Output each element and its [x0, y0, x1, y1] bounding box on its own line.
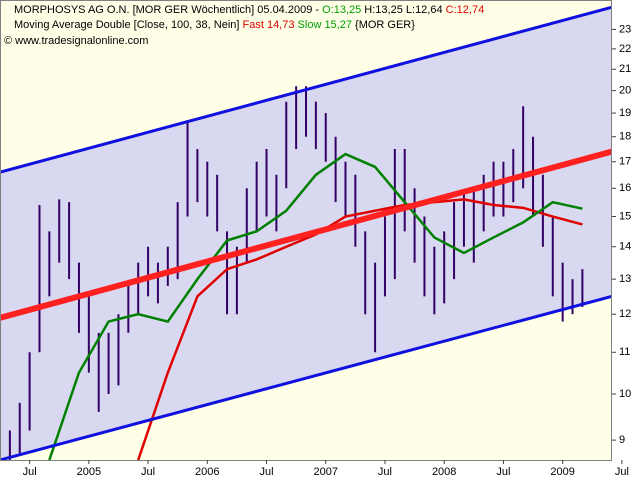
header-line-2: Moving Average Double [Close, 100, 38, N…: [14, 19, 415, 31]
x-tick-label: Jul: [23, 466, 37, 478]
header-open: O:13,25: [322, 4, 361, 16]
trendline: [0, 5, 612, 174]
series-group: [0, 5, 612, 460]
moving-average: [137, 198, 583, 460]
trendline: [0, 148, 612, 321]
y-tick-label: 15: [619, 210, 631, 222]
y-tick-label: 21: [619, 63, 631, 75]
header-tail: {MOR GER}: [352, 19, 415, 31]
y-tick-label: 16: [619, 182, 631, 194]
x-tick-label: Jul: [615, 466, 629, 478]
y-tick-label: 18: [619, 131, 631, 143]
y-tick-label: 12: [619, 308, 631, 320]
y-tick-label: 9: [619, 434, 625, 446]
header-hl: H:13,25 L:12,64: [361, 4, 445, 16]
moving-average: [48, 152, 583, 460]
y-tick-label: 13: [619, 273, 631, 285]
plot: [0, 0, 612, 461]
x-tick-label: 2009: [550, 466, 574, 478]
y-tick-label: 14: [619, 241, 631, 253]
x-tick-label: Jul: [141, 466, 155, 478]
y-tick-label: 10: [619, 388, 631, 400]
y-tick-label: 23: [619, 23, 631, 35]
x-tick-label: 2007: [313, 466, 337, 478]
x-tick-label: 2008: [432, 466, 456, 478]
header-name: MORPHOSYS AG O.N. [MOR GER Wöchentlich] …: [14, 4, 322, 16]
x-tick-label: Jul: [496, 466, 510, 478]
y-tick-label: 19: [619, 107, 631, 119]
trendline: [0, 294, 612, 460]
x-tick-label: Jul: [378, 466, 392, 478]
x-tick-label: 2006: [195, 466, 219, 478]
header-fast: Fast 14,73: [243, 19, 295, 31]
plot-frame: [0, 0, 612, 461]
y-tick-label: 22: [619, 43, 631, 55]
header-line-1: MORPHOSYS AG O.N. [MOR GER Wöchentlich] …: [14, 4, 484, 16]
header-close: C:12,74: [446, 4, 485, 16]
header-slow: Slow 15,27: [294, 19, 351, 31]
y-tick-label: 11: [619, 346, 630, 358]
x-tick-label: 2005: [77, 466, 101, 478]
x-tick-label: Jul: [259, 466, 273, 478]
y-tick-label: 17: [619, 156, 631, 168]
header-line-3: © www.tradesignalonline.com: [4, 35, 148, 47]
header-ma: Moving Average Double [Close, 100, 38, N…: [14, 19, 243, 31]
y-tick-label: 20: [619, 85, 631, 97]
